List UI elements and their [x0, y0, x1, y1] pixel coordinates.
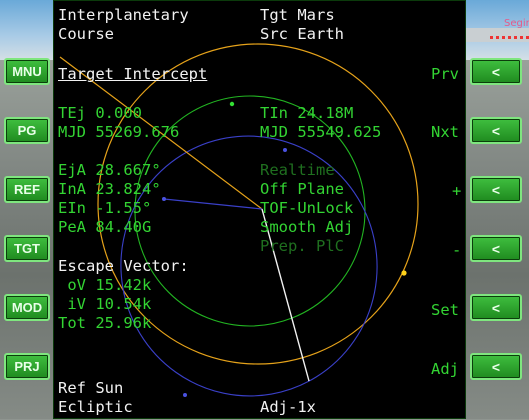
- prv-side-button[interactable]: <: [470, 58, 522, 85]
- orbit-diagram: [59, 43, 419, 397]
- tej-readout: TEj 0.000: [58, 104, 142, 122]
- frame-readout: Ecliptic: [58, 398, 133, 416]
- target-label: Tgt Mars: [260, 6, 335, 24]
- tin-readout: TIn 24.18M: [260, 104, 354, 122]
- ein-readout: EIn -1.55°: [58, 199, 152, 217]
- set-side-button[interactable]: <: [470, 294, 522, 321]
- distant-base: [460, 28, 529, 42]
- plus-label: +: [452, 182, 462, 200]
- source-orbit: [97, 43, 419, 365]
- adj-readout: Adj-1x: [260, 398, 316, 416]
- minus-side-button[interactable]: <: [470, 235, 522, 262]
- minus-label: -: [452, 241, 462, 259]
- ov-readout: oV 15.42k: [58, 276, 152, 294]
- ejection-line: [59, 56, 263, 210]
- nxt-label: Nxt: [431, 123, 459, 141]
- adj-label: Adj: [431, 360, 459, 378]
- runway-beacons: [490, 36, 529, 39]
- prj-button[interactable]: PRJ: [4, 353, 50, 380]
- plane-option: Off Plane: [260, 180, 344, 198]
- ref-button[interactable]: REF: [4, 176, 50, 203]
- section-title: Target Intercept: [58, 65, 208, 83]
- periapsis-line: [261, 208, 310, 382]
- iv-readout: iV 10.54k: [58, 295, 152, 313]
- mjd-ej-readout: MJD 55269.676: [58, 123, 180, 141]
- prep-option: Prep. PlC: [260, 237, 344, 255]
- pg-button[interactable]: PG: [4, 117, 50, 144]
- mod-button[interactable]: MOD: [4, 294, 50, 321]
- transfer-orbit: [120, 135, 378, 397]
- intercept-line: [163, 198, 263, 210]
- realtime-option: Realtime: [260, 161, 335, 179]
- mode-title-2: Course: [58, 25, 114, 43]
- pea-readout: PeA 84.40G: [58, 218, 152, 236]
- mode-title-1: Interplanetary: [58, 6, 189, 24]
- intercept-point: [162, 197, 166, 201]
- ina-readout: InA 23.824°: [58, 180, 161, 198]
- source-label: Src Earth: [260, 25, 344, 43]
- smooth-option: Smooth Adj: [260, 218, 354, 236]
- corner-label: Segir: [504, 18, 529, 29]
- source-planet-marker: [401, 270, 407, 276]
- tof-option: TOF-UnLock: [260, 199, 354, 217]
- prv-label: Prv: [431, 65, 459, 83]
- target-planet-marker: [229, 101, 235, 107]
- tgt-button[interactable]: TGT: [4, 235, 50, 262]
- transfer-marker-2: [183, 393, 187, 397]
- set-label: Set: [431, 301, 459, 319]
- nxt-side-button[interactable]: <: [470, 117, 522, 144]
- ref-readout: Ref Sun: [58, 379, 124, 397]
- tot-readout: Tot 25.96k: [58, 314, 152, 332]
- eja-readout: EjA 28.667°: [58, 161, 161, 179]
- transfer-marker: [283, 148, 287, 152]
- mjd-in-readout: MJD 55549.625: [260, 123, 382, 141]
- escape-title: Escape Vector:: [58, 257, 189, 275]
- mfd-screen: Interplanetary Course Tgt Mars Src Earth…: [53, 0, 466, 419]
- adj-side-button[interactable]: <: [470, 353, 522, 380]
- plus-side-button[interactable]: <: [470, 176, 522, 203]
- mnu-button[interactable]: MNU: [4, 58, 50, 85]
